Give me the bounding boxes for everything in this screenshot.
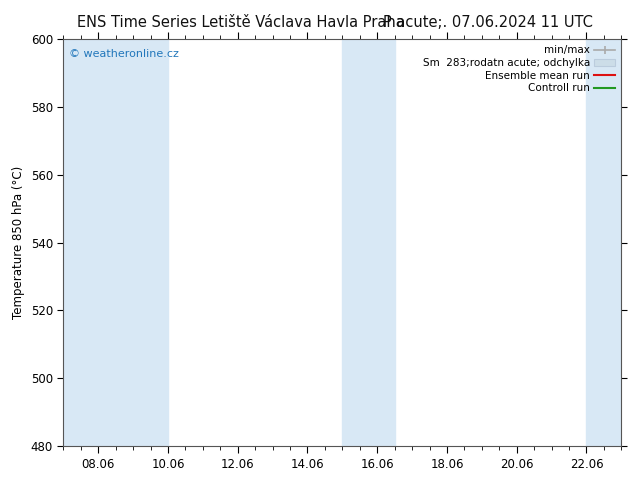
Text: © weatheronline.cz: © weatheronline.cz <box>69 49 179 59</box>
Text: P acute;. 07.06.2024 11 UTC: P acute;. 07.06.2024 11 UTC <box>383 15 593 30</box>
Bar <box>586 39 621 446</box>
Text: ENS Time Series Letiště Václava Havla Praha: ENS Time Series Letiště Václava Havla Pr… <box>77 15 404 30</box>
Bar <box>133 39 168 446</box>
Bar <box>342 39 394 446</box>
Bar <box>63 39 133 446</box>
Legend: min/max, Sm  283;rodatn acute; odchylka, Ensemble mean run, Controll run: min/max, Sm 283;rodatn acute; odchylka, … <box>418 41 619 98</box>
Y-axis label: Temperature 850 hPa (°C): Temperature 850 hPa (°C) <box>12 166 25 319</box>
